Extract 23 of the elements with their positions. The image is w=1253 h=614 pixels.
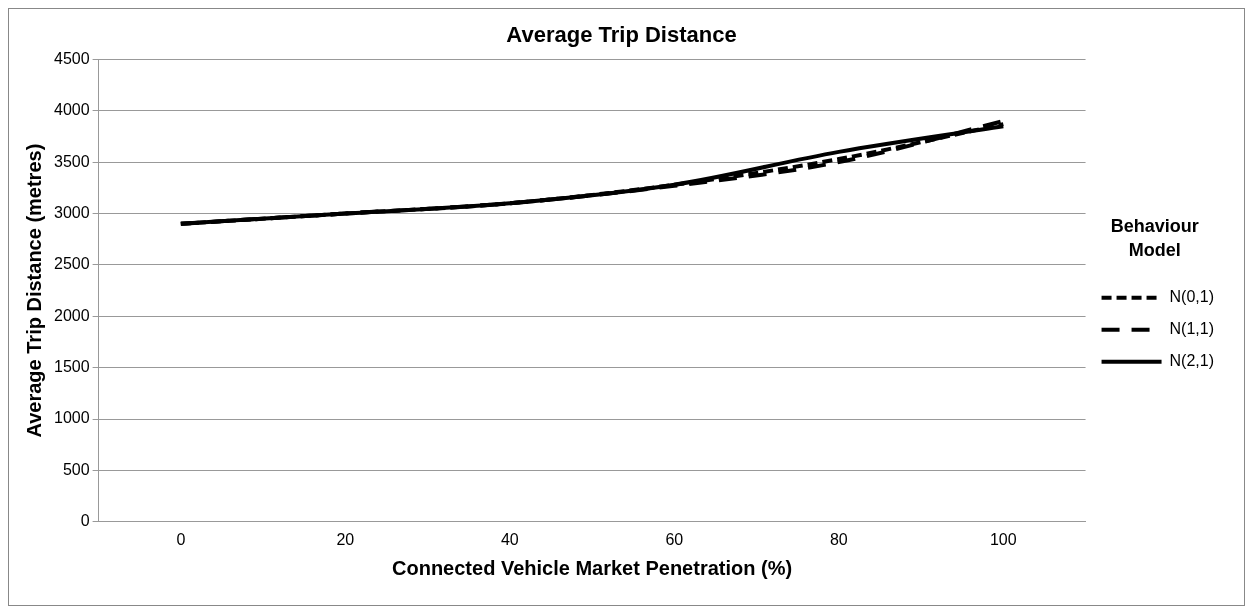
y-tick-label: 500	[62, 460, 90, 478]
y-tick-label: 2500	[54, 255, 90, 273]
y-tick-label: 0	[80, 512, 90, 530]
x-tick-label: 40	[500, 530, 519, 548]
chart-title: Average Trip Distance	[506, 22, 737, 48]
legend-title: Behaviour Model	[1110, 216, 1199, 260]
legend-label: N(0,1)	[1169, 288, 1214, 306]
legend-label: N(1,1)	[1169, 320, 1214, 338]
y-tick-label: 4500	[54, 49, 90, 67]
x-tick-label: 80	[829, 530, 848, 548]
y-tick-label: 3500	[54, 152, 90, 170]
legend-label: N(2,1)	[1169, 352, 1214, 370]
x-tick-label: 100	[989, 530, 1017, 548]
x-tick-label: 20	[336, 530, 355, 548]
y-tick-label: 2000	[54, 306, 90, 324]
y-tick-label: 1500	[54, 358, 90, 376]
y-tick-label: 3000	[54, 203, 90, 221]
x-axis-title: Connected Vehicle Market Penetration (%)	[392, 556, 793, 579]
x-tick-label: 60	[665, 530, 684, 548]
y-tick-label: 4000	[54, 101, 90, 119]
x-tick-label: 0	[176, 530, 186, 548]
y-axis-title: Average Trip Distance (metres)	[22, 143, 45, 438]
y-tick-label: 1000	[54, 409, 90, 427]
